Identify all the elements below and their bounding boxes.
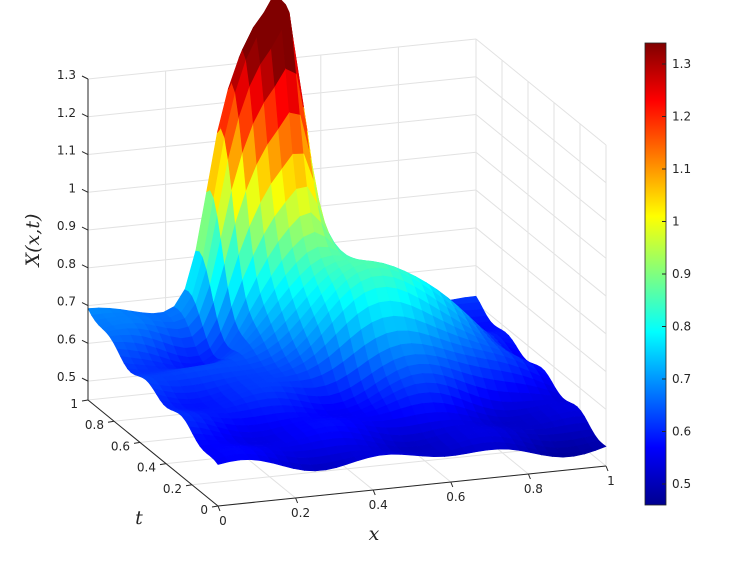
t-tick-label: 0.6 [111, 439, 130, 453]
x-tick-mark [605, 465, 609, 472]
t-tick-mark [81, 399, 89, 402]
colorbar-tick-label: 0.6 [672, 425, 691, 439]
grid-line [475, 114, 607, 221]
colorbar-tick-label: 0.5 [672, 477, 691, 491]
t-tick-label: 0.8 [85, 418, 104, 432]
x-axis-line [217, 465, 607, 507]
x-tick-mark [527, 473, 531, 480]
grid-line [475, 38, 607, 146]
z-tick-mark [81, 377, 89, 382]
t-axis-label: t [135, 507, 143, 529]
z-tick-label: 1 [68, 181, 76, 195]
colorbar-tick-label: 0.8 [672, 320, 691, 334]
z-tick-mark [81, 113, 89, 118]
x-tick-label: 1 [607, 474, 615, 488]
z-tick-label: 0.7 [57, 295, 76, 309]
grid-line [475, 265, 607, 372]
grid-line [475, 227, 607, 335]
z-axis-label: X(x,t) [22, 214, 44, 269]
z-tick-label: 1.3 [57, 68, 76, 82]
axis-layer: 0 0.2 0.4 0.6 0.8 1 0 0.2 0.4 0.6 0.8 1 0.5 0.6 0.7 0.8… [57, 68, 615, 528]
x-tick-label: 0 [219, 514, 227, 528]
colorbar-ticks: 0.5 0.6 0.7 0.8 0.9 1 1.1 1.2 1.3 [662, 57, 691, 491]
x-tick-mark [217, 505, 221, 512]
colorbar-tick-label: 1 [672, 215, 680, 229]
x-tick-label: 0.8 [524, 482, 543, 496]
t-tick-label: 0.2 [163, 482, 182, 496]
z-tick-label: 1.2 [57, 106, 76, 120]
t-axis-line [87, 399, 219, 507]
t-tick-mark [185, 484, 193, 487]
colorbar-tick-label: 0.7 [672, 372, 691, 386]
x-tick-label: 0.6 [446, 490, 465, 504]
colorbar-tick-label: 1.2 [672, 110, 691, 124]
z-tick-mark [81, 339, 89, 344]
t-tick-mark [133, 441, 141, 444]
z-tick-mark [81, 226, 89, 231]
t-tick-label: 1 [70, 397, 78, 411]
t-tick-mark [107, 420, 115, 423]
z-tick-label: 1.1 [57, 144, 76, 158]
colorbar-tick-label: 0.9 [672, 267, 691, 281]
x-tick-mark [372, 489, 376, 496]
z-tick-label: 0.8 [57, 257, 76, 271]
z-tick-mark [81, 151, 89, 155]
x-tick-mark [450, 481, 454, 488]
z-tick-label: 0.6 [57, 332, 76, 346]
colorbar-tick-label: 1.3 [672, 57, 691, 71]
t-tick-mark [159, 463, 167, 466]
t-tick-mark [211, 505, 219, 508]
grid-line [475, 151, 607, 259]
colorbar-tick-label: 1.1 [672, 162, 691, 176]
t-tick-label: 0.4 [137, 461, 156, 475]
surface-patch [590, 443, 607, 451]
z-tick-mark [81, 302, 89, 307]
grid-line [475, 189, 607, 297]
z-tick-mark [81, 188, 89, 193]
z-tick-label: 0.9 [57, 219, 76, 233]
z-tick-mark [81, 264, 89, 269]
x-tick-label: 0.4 [369, 498, 388, 512]
x-tick-mark [295, 497, 299, 504]
surface-layer [87, 0, 607, 472]
t-tick-label: 0 [200, 503, 208, 517]
grid-line [475, 302, 607, 410]
x-axis-label: x [369, 523, 380, 545]
grid-line [475, 76, 607, 184]
z-tick-label: 0.5 [57, 370, 76, 384]
x-tick-label: 0.2 [291, 506, 310, 520]
z-tick-mark [81, 75, 89, 80]
grid-line [191, 444, 581, 486]
